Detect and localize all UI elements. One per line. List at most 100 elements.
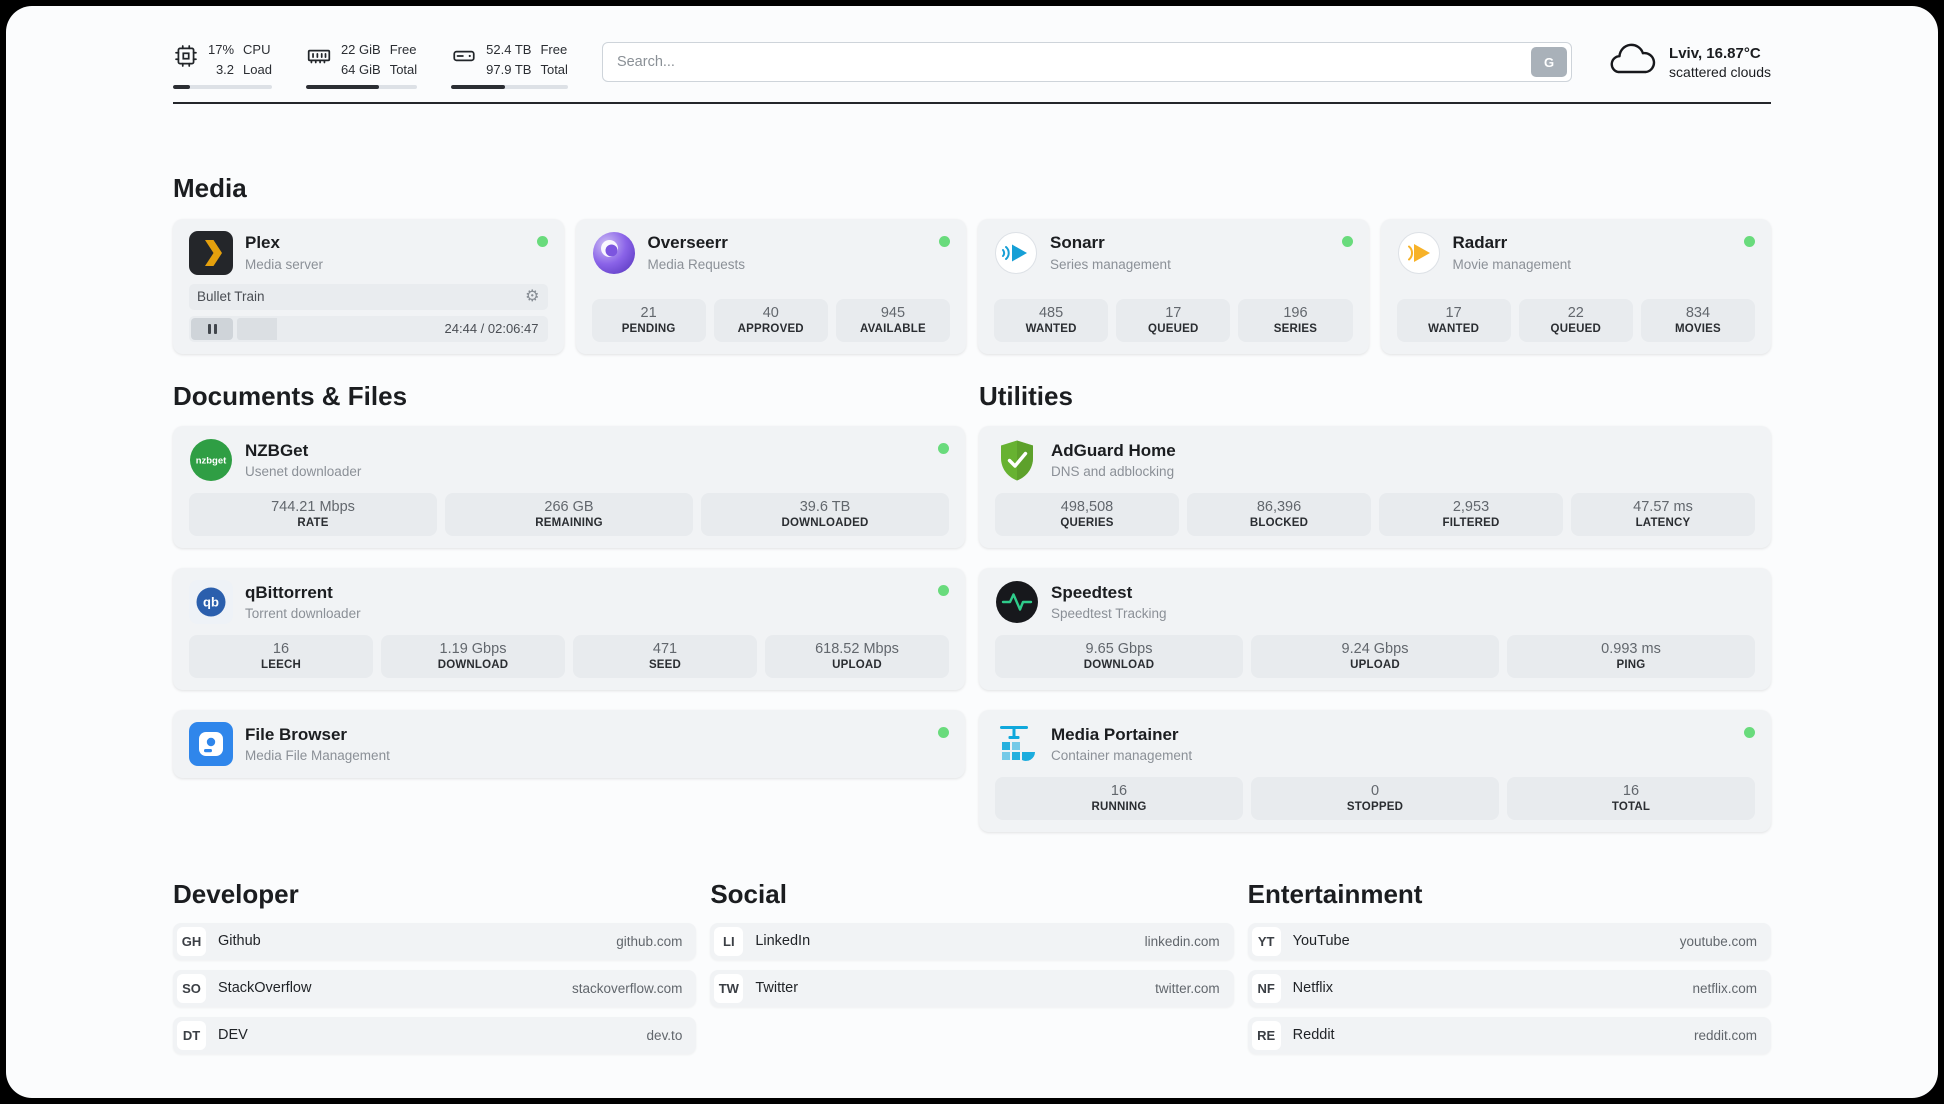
link-domain: github.com (616, 933, 683, 949)
stat-value: 1.19 Gbps (439, 641, 507, 657)
filebrowser-name: File Browser (245, 724, 348, 744)
sonarr-name: Sonarr (1050, 233, 1105, 253)
link-name: Github (218, 933, 261, 949)
disk-icon (451, 40, 477, 69)
ram-total-label: Total (389, 61, 418, 77)
stat-label: RUNNING (1091, 801, 1147, 813)
plex-status-dot (536, 235, 548, 247)
section-title-developer: Developer (173, 879, 299, 909)
stat-value: 40 (762, 304, 779, 321)
stat-value: 21 (640, 304, 657, 321)
bookmarks-grid: Developer GH Github github.com SO StackO… (173, 878, 1771, 1064)
link-youtube[interactable]: YT YouTube youtube.com (1247, 922, 1771, 960)
reddit-initials-chip: RE (1251, 1020, 1281, 1050)
stat-label: DOWNLOADED (781, 517, 869, 529)
radarr-app-link[interactable]: Radarr Movie management (1397, 231, 1755, 275)
weather-condition: scattered clouds (1669, 64, 1771, 80)
netflix-initials-chip: NF (1251, 973, 1281, 1003)
sonarr-subtitle: Series management (1050, 256, 1171, 272)
media-cards: Plex Media server Bullet Train ⚙ 24:44 /… (173, 218, 1771, 354)
adguard-app-link[interactable]: AdGuard Home DNS and adblocking (995, 438, 1755, 482)
overseerr-card: Overseerr Media Requests 21 PENDING 40 A… (575, 218, 966, 354)
link-dev[interactable]: DT DEV dev.to (173, 1016, 697, 1054)
portainer-name: Media Portainer (1051, 724, 1179, 744)
search-engine-button[interactable]: G (1531, 47, 1568, 77)
weather-location: Lviv, 16.87°C (1669, 45, 1761, 62)
filebrowser-icon (189, 722, 233, 766)
plex-app-link[interactable]: Plex Media server (189, 230, 548, 275)
radarr-name: Radarr (1452, 233, 1508, 253)
stat-value: 834 (1685, 304, 1711, 321)
pause-button[interactable] (191, 317, 233, 340)
stat-box: 945 AVAILABLE (835, 298, 951, 342)
sonarr-app-link[interactable]: Sonarr Series management (994, 231, 1353, 275)
link-name: LinkedIn (755, 933, 811, 949)
qbittorrent-status-dot (938, 585, 949, 596)
cpu-progress-bar (173, 85, 272, 89)
link-domain: reddit.com (1693, 1027, 1757, 1043)
stat-box: 498,508 QUERIES (995, 493, 1179, 536)
filebrowser-app-link[interactable]: File Browser Media File Management (189, 722, 949, 766)
stat-label: QUERIES (1060, 517, 1114, 529)
cpu-load-value: 3.2 (215, 61, 235, 77)
stat-box: 834 MOVIES (1640, 298, 1756, 342)
overseerr-subtitle: Media Requests (647, 256, 746, 272)
stat-value: 471 (652, 641, 678, 657)
section-title-documents: Documents & Files (173, 380, 408, 411)
cpu-load-label: Load (243, 61, 272, 77)
speedtest-name: Speedtest (1051, 582, 1133, 602)
search-input[interactable] (601, 42, 1573, 82)
stat-box: 22 QUEUED (1518, 298, 1633, 342)
link-domain: youtube.com (1679, 933, 1757, 949)
link-name: Netflix (1292, 980, 1333, 996)
stat-label: TOTAL (1611, 801, 1651, 813)
link-twitter[interactable]: TW Twitter twitter.com (710, 969, 1234, 1007)
stat-value: 485 (1038, 304, 1064, 321)
qbittorrent-subtitle: Torrent downloader (245, 606, 361, 622)
stat-value: 39.6 TB (799, 499, 851, 515)
section-title-media: Media (173, 173, 247, 203)
ram-progress-fill (305, 85, 380, 89)
dashboard-page: 17% 3.2 CPU Load (6, 6, 1938, 1098)
ram-free-label: Free (389, 42, 417, 57)
link-github[interactable]: GH Github github.com (173, 922, 697, 960)
stat-box: 40 APPROVED (713, 298, 828, 342)
stat-label: PENDING (621, 322, 676, 335)
link-linkedin[interactable]: LI LinkedIn linkedin.com (710, 922, 1234, 960)
portainer-subtitle: Container management (1051, 748, 1193, 764)
gear-icon[interactable]: ⚙ (525, 287, 540, 305)
stat-value: 266 GB (544, 499, 594, 515)
overseerr-app-link[interactable]: Overseerr Media Requests (592, 231, 950, 275)
link-reddit[interactable]: RE Reddit reddit.com (1247, 1016, 1771, 1054)
nzbget-status-dot (938, 443, 949, 454)
stat-box: 618.52 Mbps UPLOAD (765, 635, 949, 678)
stat-label: WANTED (1025, 322, 1077, 335)
entertainment-section: Entertainment YT YouTube youtube.com NF … (1247, 878, 1771, 1064)
stat-value: 618.52 Mbps (815, 641, 899, 657)
speedtest-app-link[interactable]: Speedtest Speedtest Tracking (995, 580, 1755, 624)
stat-label: WANTED (1428, 322, 1480, 335)
nzbget-stats: 744.21 Mbps RATE 266 GB REMAINING 39.6 T… (189, 482, 949, 536)
qbittorrent-card: qb qBittorrent Torrent downloader 16 LEE… (173, 568, 965, 690)
qbittorrent-stats: 16 LEECH 1.19 Gbps DOWNLOAD 471 SEED 6 (189, 624, 949, 678)
link-netflix[interactable]: NF Netflix netflix.com (1247, 969, 1771, 1007)
portainer-stats: 16 RUNNING 0 STOPPED 16 TOTAL (995, 766, 1755, 820)
stat-value: 744.21 Mbps (271, 499, 355, 515)
qbittorrent-app-link[interactable]: qb qBittorrent Torrent downloader (189, 580, 949, 624)
stat-label: BLOCKED (1249, 517, 1309, 529)
plex-progress-track[interactable] (237, 317, 441, 340)
link-stackoverflow[interactable]: SO StackOverflow stackoverflow.com (173, 969, 697, 1007)
filebrowser-card: File Browser Media File Management (173, 710, 965, 778)
portainer-app-link[interactable]: Media Portainer Container management (995, 722, 1755, 766)
adguard-icon (995, 438, 1039, 482)
svg-text:nzbget: nzbget (196, 456, 227, 467)
disk-total-value: 97.9 TB (486, 61, 532, 77)
stat-label: LEECH (261, 659, 301, 671)
stat-box: 266 GB REMAINING (445, 493, 693, 536)
middle-columns: Documents & Files nzbget NZBGet U (173, 380, 1771, 832)
stat-label: QUEUED (1550, 322, 1601, 335)
stat-label: APPROVED (737, 322, 804, 335)
nzbget-app-link[interactable]: nzbget NZBGet Usenet downloader (189, 438, 949, 482)
stat-box: 2,953 FILTERED (1379, 493, 1563, 536)
link-domain: netflix.com (1692, 980, 1757, 996)
